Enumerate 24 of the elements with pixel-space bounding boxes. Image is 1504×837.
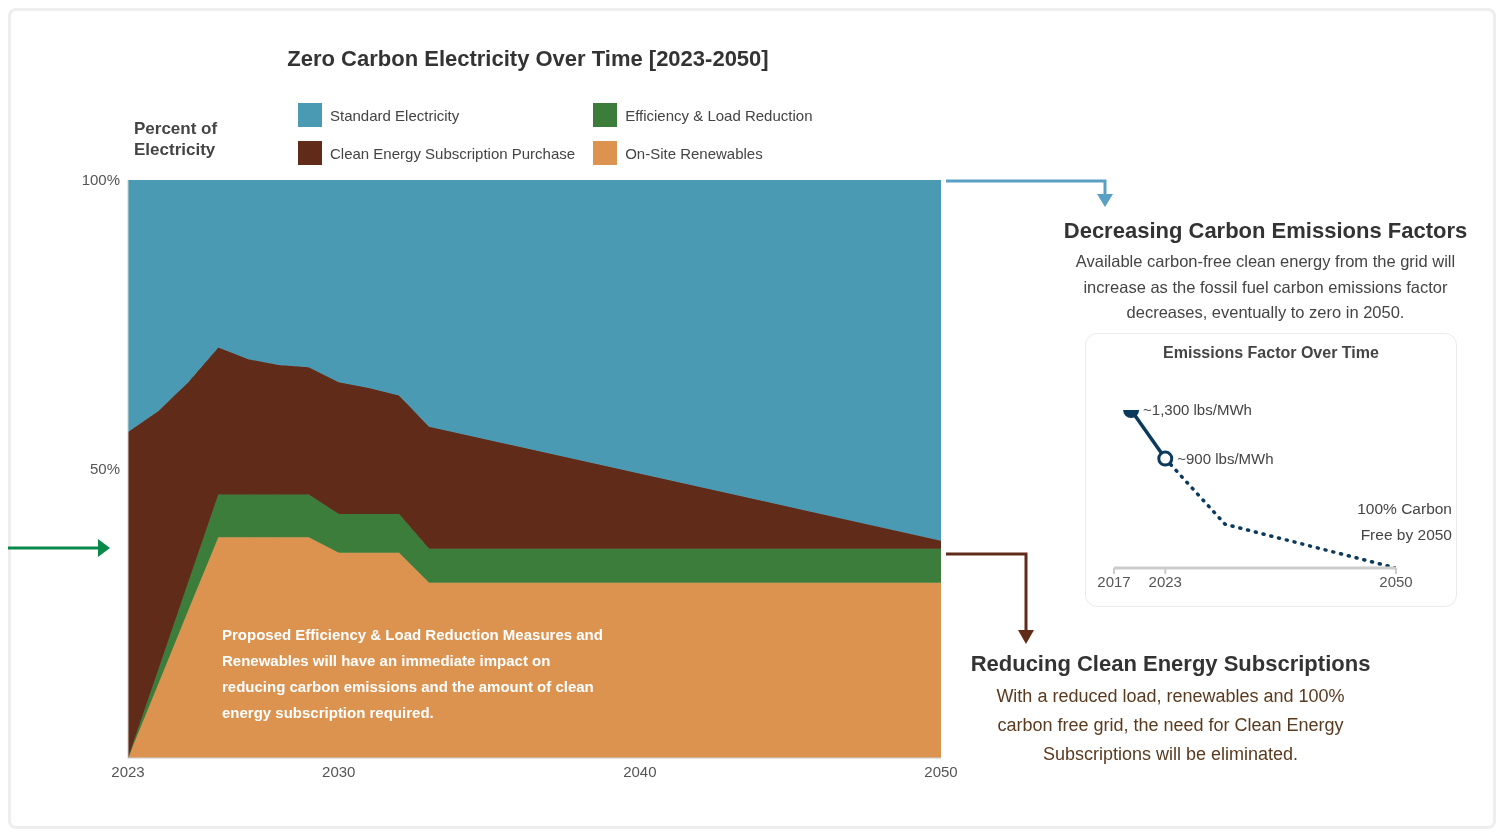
x-tick-label: 2050 — [1379, 572, 1413, 590]
y-tick-label: 50% — [89, 460, 120, 478]
annotation: Proposed Efficiency & Load Reduction Measures and Renewables will have an immediate impact on reducing carbon emissions and the amount of clean energy subscription required. — [222, 626, 603, 721]
y-axis-title: Percent of Electricity — [134, 119, 218, 159]
x-tick-label: 2050 — [924, 762, 958, 780]
x-tick-label: 2030 — [322, 762, 356, 780]
x-tick-label: 2023 — [1148, 572, 1182, 590]
text: Reducing Clean Energy Subscriptions — [970, 651, 1371, 676]
data-label: ~1,300 lbs/MWh — [1143, 401, 1252, 418]
legend-label: On-Site Renewables — [625, 144, 763, 162]
x-tick-label: 2023 — [111, 762, 145, 780]
chart-title: Zero Carbon Electricity Over Time [2023-2050] — [287, 46, 769, 71]
text: Available carbon-free clean energy from the grid will increase as the fossil fuel carbon emissions factor decreases, eventually to zero in 2050. — [1075, 252, 1456, 321]
text: Decreasing Carbon Emissions Factors — [1063, 218, 1468, 243]
text: With a reduced load, renewables and 100% carbon free grid, the need for Clean Energy Subscriptions will be eliminated. — [996, 686, 1345, 764]
data-label: ~900 lbs/MWh — [1177, 449, 1274, 467]
legend-label: Efficiency & Load Reduction — [625, 106, 813, 124]
legend-label: Clean Energy Subscription Purchase — [330, 144, 576, 162]
y-tick-label: 100% — [81, 171, 120, 189]
legend-label: Standard Electricity — [330, 106, 460, 124]
x-tick-label: 2040 — [623, 762, 657, 780]
annotation: 100% Carbon Free by 2050 — [1357, 500, 1452, 543]
x-tick-label: 2017 — [1097, 572, 1131, 590]
chart-title: Emissions Factor Over Time — [1163, 344, 1379, 361]
